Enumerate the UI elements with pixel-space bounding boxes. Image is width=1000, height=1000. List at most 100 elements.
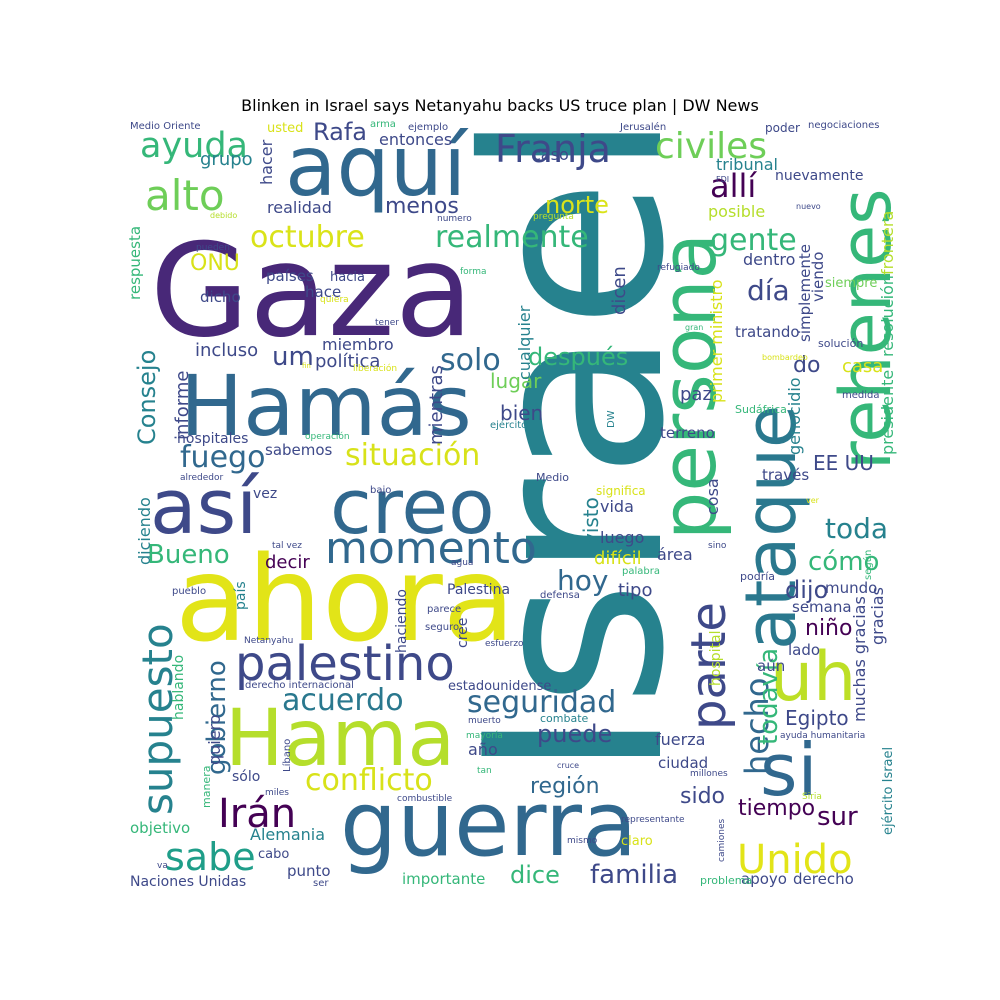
- cloud-word: ahora: [175, 530, 515, 668]
- cloud-word: hoy: [557, 564, 608, 597]
- cloud-word: problema: [700, 874, 752, 887]
- cloud-word: haciendo: [394, 589, 410, 653]
- cloud-word: hospital: [708, 631, 724, 686]
- cloud-word: mundo: [825, 579, 877, 597]
- cloud-word: Medio: [536, 471, 569, 484]
- cloud-word: miembro: [322, 335, 394, 354]
- cloud-word: ver: [806, 496, 820, 505]
- cloud-word: quiera: [320, 295, 349, 305]
- cloud-word: derecho: [793, 870, 854, 888]
- cloud-word: lugar: [490, 369, 542, 393]
- cloud-word: objetivo: [130, 819, 190, 837]
- cloud-word: bajo: [370, 485, 391, 496]
- cloud-word: ejemplo: [408, 122, 448, 133]
- figure-title: Blinken in Israel says Netanyahu backs U…: [241, 96, 759, 115]
- cloud-word: liberación: [353, 363, 397, 374]
- cloud-word: Irán: [218, 791, 296, 837]
- cloud-word: Jerusalén: [619, 121, 666, 133]
- cloud-word: Medio Oriente: [130, 121, 201, 132]
- cloud-word: genocidio: [785, 377, 804, 455]
- cloud-word: dicen: [609, 266, 630, 315]
- cloud-word: cruce: [557, 761, 579, 770]
- cloud-word: realmente: [435, 220, 589, 255]
- cloud-word: apoyo: [741, 870, 787, 888]
- cloud-word: cree: [455, 618, 471, 648]
- cloud-word: después: [528, 343, 628, 371]
- cloud-word: gente: [710, 223, 797, 258]
- cloud-word: entonces: [379, 130, 452, 149]
- cloud-word: hospitales: [177, 431, 248, 447]
- cloud-word: Netanyahu: [244, 636, 293, 646]
- cloud-word: conflicto: [305, 763, 433, 798]
- cloud-word: importante: [402, 870, 485, 888]
- cloud-word: va: [157, 861, 168, 871]
- cloud-word: hecho: [738, 678, 776, 775]
- cloud-word: casa: [842, 356, 883, 377]
- cloud-word: punto: [287, 862, 331, 880]
- cloud-word: DW: [606, 410, 617, 428]
- cloud-word: seguro: [425, 622, 459, 633]
- cloud-word: Egipto: [785, 706, 849, 730]
- cloud-word: sur: [817, 802, 858, 832]
- cloud-word: seguridad: [467, 685, 616, 720]
- cloud-word: resolución: [878, 275, 897, 357]
- cloud-word: guerra: [340, 772, 637, 877]
- cloud-word: región: [530, 774, 600, 799]
- cloud-word: usted: [267, 121, 303, 136]
- cloud-word: tal vez: [272, 541, 302, 551]
- cloud-word: ciudad: [658, 754, 708, 772]
- cloud-word: FDI: [716, 175, 729, 184]
- cloud-word: do: [793, 353, 820, 378]
- cloud-word: año: [468, 740, 498, 759]
- cloud-word: Líbano: [281, 739, 293, 772]
- cloud-word: niño: [805, 616, 852, 641]
- cloud-word: familia: [590, 860, 678, 890]
- cloud-word: gracias: [868, 587, 887, 645]
- cloud-word: Unido: [737, 837, 853, 883]
- cloud-word: ser: [313, 878, 329, 889]
- cloud-word: civiles: [655, 126, 767, 167]
- cloud-word: mientras: [426, 365, 447, 445]
- cloud-word: nuevo: [796, 202, 821, 211]
- cloud-word: Naciones Unidas: [130, 874, 246, 890]
- cloud-word: Palestina: [447, 582, 510, 598]
- cloud-word: realidad: [267, 198, 332, 217]
- cloud-word: um: [272, 342, 314, 372]
- cloud-word: tiempo: [738, 796, 815, 821]
- cloud-word: ejército Israel: [881, 747, 896, 835]
- cloud-word: bien: [500, 401, 543, 425]
- cloud-word: sido: [680, 784, 725, 809]
- cloud-word: acuerdo: [282, 683, 404, 718]
- cloud-word: hacer: [257, 139, 276, 185]
- cloud-word: solución: [818, 337, 863, 350]
- cloud-word: esfuerzo: [485, 639, 524, 649]
- cloud-word: pueden: [196, 243, 230, 253]
- cloud-word: significa: [596, 484, 646, 498]
- cloud-word: respuesta: [126, 226, 144, 300]
- cloud-word: cosa: [703, 478, 722, 515]
- cloud-word: forma: [460, 267, 487, 277]
- cloud-word: alto: [145, 171, 225, 220]
- cloud-word: manera: [200, 766, 213, 808]
- cloud-word: creo: [330, 462, 495, 551]
- cloud-word: Consejo: [133, 350, 161, 445]
- cloud-word: hablando: [171, 655, 187, 720]
- cloud-word: paz: [680, 384, 712, 405]
- cloud-word: mayoría: [466, 731, 503, 741]
- cloud-word: arma: [370, 119, 396, 130]
- cloud-word: países: [266, 267, 314, 285]
- cloud-word: solo: [440, 343, 501, 378]
- cloud-word: Bueno: [147, 540, 230, 570]
- cloud-word: posible: [708, 202, 765, 221]
- cloud-word: defensa: [540, 590, 580, 601]
- cloud-word: Rafa: [313, 118, 367, 146]
- cloud-word: momento: [325, 523, 537, 574]
- cloud-word: gobierno: [202, 660, 232, 775]
- cloud-word: si: [760, 728, 818, 812]
- cloud-word: así: [150, 462, 260, 551]
- cloud-word: vez: [253, 486, 277, 502]
- cloud-word: rehenes: [825, 188, 907, 470]
- cloud-word: primer ministro: [707, 279, 726, 403]
- cloud-word: refugiado: [657, 263, 700, 273]
- cloud-word: política: [315, 351, 380, 372]
